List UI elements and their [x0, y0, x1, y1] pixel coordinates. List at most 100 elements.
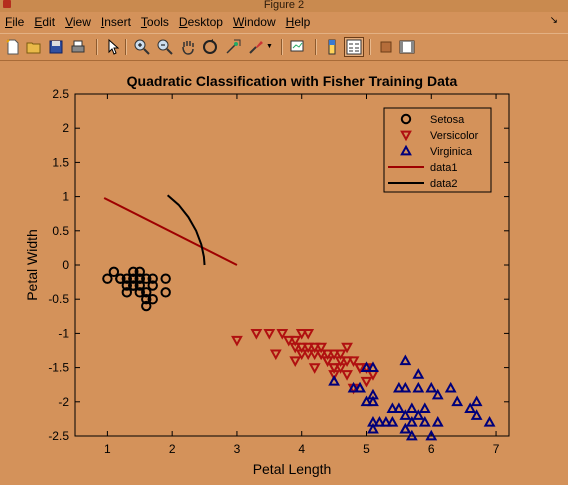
versicolor-point: [360, 376, 373, 388]
virginica-point: [328, 375, 341, 386]
versicolor-point: [295, 342, 308, 354]
window-title: Figure 2: [263, 0, 305, 11]
virginica-point: [425, 429, 438, 441]
menu-edit[interactable]: Edit: [34, 15, 56, 29]
menu-file[interactable]: File: [5, 15, 25, 29]
virginica-point: [399, 381, 412, 393]
virginica-point: [380, 416, 392, 427]
save-button[interactable]: [47, 38, 65, 56]
new-figure-button[interactable]: [4, 38, 22, 56]
virginica-point: [399, 354, 412, 366]
virginica-point: [483, 416, 496, 427]
versicolor-point: [315, 349, 328, 361]
insert-colorbar-icon: [328, 39, 336, 55]
versicolor-point: [289, 335, 302, 347]
y-tick-label: 1.5: [52, 155, 69, 169]
brush-button[interactable]: [247, 38, 265, 56]
setosa-point: [160, 273, 171, 284]
x-axis-label: Petal Length: [253, 461, 332, 477]
hide-plot-tools-button[interactable]: [377, 38, 395, 56]
menu-window[interactable]: Window: [232, 15, 276, 29]
x-tick-label: 7: [493, 442, 500, 456]
zoom-in-button[interactable]: [133, 38, 151, 56]
virginica-point: [470, 395, 483, 407]
link-plot-button[interactable]: [289, 38, 307, 56]
setosa-point: [121, 280, 133, 291]
versicolor-point: [276, 329, 289, 340]
y-tick-label: -2.5: [48, 429, 69, 443]
versicolor-point: [289, 342, 302, 354]
versicolor-point: [321, 356, 334, 368]
y-tick-label: -2: [58, 395, 69, 409]
pan-hand-button[interactable]: [179, 38, 197, 56]
insert-colorbar-button[interactable]: [323, 38, 341, 56]
virginica-point: [431, 416, 444, 427]
y-axis-label: Petal Width: [24, 229, 40, 301]
data1-line: [103, 197, 238, 266]
menu-view[interactable]: View: [65, 15, 91, 29]
pan-hand-icon: [182, 41, 194, 55]
x-tick-label: 4: [298, 442, 305, 456]
zoom-out-button[interactable]: [156, 38, 174, 56]
virginica-point: [360, 395, 373, 407]
zoom-out-icon: [157, 39, 173, 55]
setosa-point: [147, 273, 158, 284]
setosa-point: [147, 280, 158, 291]
insert-legend-icon: [346, 39, 362, 55]
open-file-button[interactable]: [25, 38, 43, 56]
chart-title: Quadratic Classification with Fisher Tra…: [127, 73, 458, 89]
legend-setosa-label: Setosa: [430, 114, 465, 126]
versicolor-point: [341, 356, 353, 368]
x-tick-label: 6: [428, 442, 435, 456]
rotate-3d-button[interactable]: [201, 38, 219, 56]
legend-versicolor-label: Versicolor: [430, 130, 479, 142]
virginica-point: [367, 361, 379, 372]
brush-dropdown-arrow-icon[interactable]: ▼: [266, 43, 273, 50]
x-tick-label: 2: [169, 442, 176, 456]
show-plot-tools-icon: [399, 40, 415, 54]
menu-tools[interactable]: Tools: [140, 15, 169, 29]
setosa-point: [128, 266, 139, 278]
print-button[interactable]: [69, 38, 87, 56]
edit-plot-arrow-button[interactable]: [104, 38, 122, 56]
virginica-point: [412, 409, 425, 420]
x-tick-label: 1: [104, 442, 111, 456]
app-icon: [3, 0, 11, 8]
insert-legend-button[interactable]: [344, 37, 364, 57]
virginica-point: [386, 416, 399, 427]
legend[interactable]: Setosa Versicolor Virginica data1 data2: [383, 107, 492, 193]
virginica-point: [470, 409, 483, 420]
dock-arrow-icon[interactable]: ↘: [549, 15, 558, 26]
toolbar-separator: [315, 39, 317, 55]
menu-desktop[interactable]: Desktop: [178, 15, 223, 29]
versicolor-point: [308, 349, 321, 361]
legend-virginica-swatch: [400, 144, 412, 156]
versicolor-point: [341, 342, 353, 354]
toolbar-separator: [281, 39, 283, 55]
data-cursor-button[interactable]: [224, 38, 242, 56]
hide-plot-tools-icon: [380, 41, 392, 53]
setosa-point: [128, 273, 139, 284]
setosa-point: [121, 287, 133, 298]
virginica-point: [464, 402, 477, 413]
save-icon: [49, 40, 63, 54]
virginica-point: [405, 429, 418, 441]
virginica-point: [405, 416, 418, 427]
versicolor-point: [302, 329, 315, 340]
show-plot-tools-button[interactable]: [398, 38, 416, 56]
x-tick-label: 3: [234, 442, 241, 456]
virginica-point: [347, 381, 360, 393]
axis-ticks: 1 2 3 4 5 6 7 -2.5 -2 -1.5 -1 -0.5 0 0.5 1 1.5 2 2.5: [48, 87, 509, 456]
setosa-point: [141, 294, 152, 305]
toolbar-separator: [125, 39, 127, 55]
setosa-point: [160, 287, 171, 298]
virginica-point: [399, 422, 412, 434]
versicolor-point: [282, 335, 295, 347]
versicolor-point: [250, 329, 263, 340]
virginica-point: [431, 388, 444, 400]
setosa-point: [134, 287, 145, 298]
menu-insert[interactable]: Insert: [100, 15, 131, 29]
rotate-3d-icon: [203, 39, 217, 54]
menu-help[interactable]: Help: [285, 15, 311, 29]
setosa-point: [134, 280, 145, 291]
